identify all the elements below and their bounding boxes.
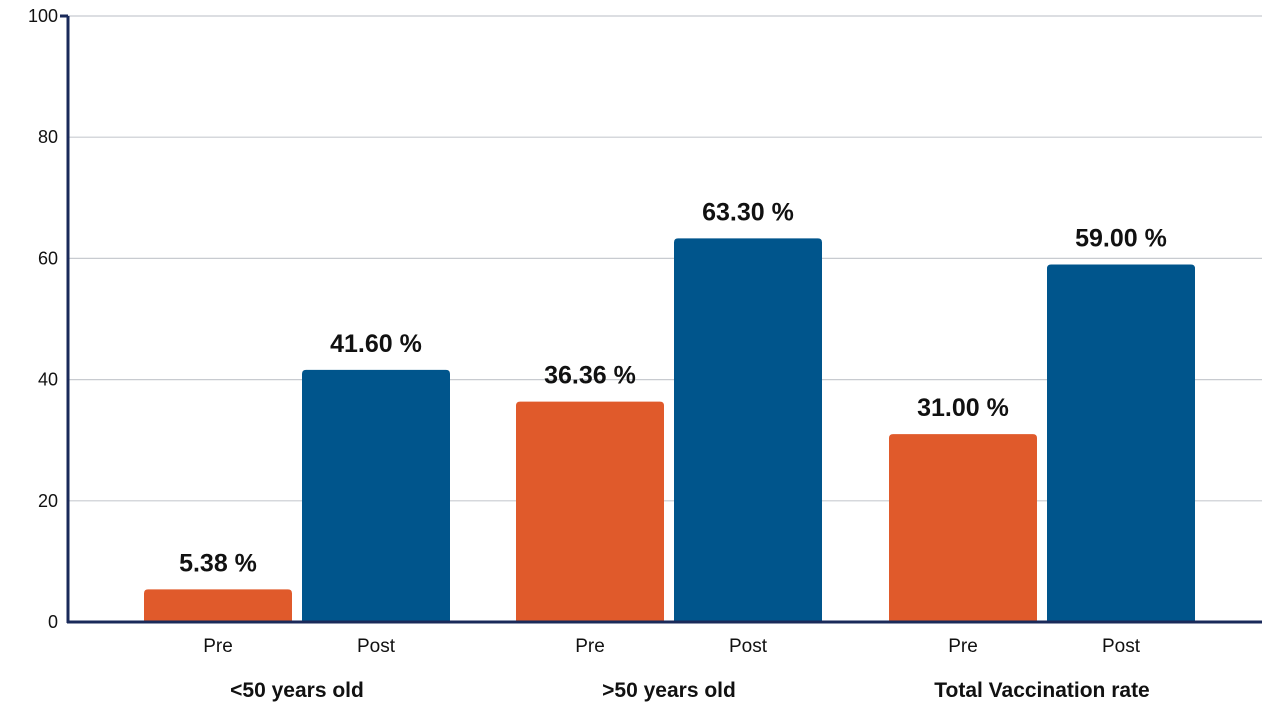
bar-post bbox=[302, 369, 450, 622]
data-label: 5.38 % bbox=[179, 549, 257, 577]
y-tick-label: 0 bbox=[48, 612, 58, 632]
x-tick-label: Post bbox=[729, 636, 768, 657]
bar-post bbox=[674, 238, 822, 623]
x-tick-label: Post bbox=[357, 636, 396, 657]
x-tick-label: Pre bbox=[948, 636, 978, 657]
bar-pre bbox=[516, 401, 664, 622]
x-tick-label: Pre bbox=[575, 636, 605, 657]
bar-pre bbox=[144, 589, 292, 622]
x-tick-label: Post bbox=[1102, 636, 1141, 657]
data-label: 36.36 % bbox=[544, 362, 636, 390]
y-tick-label: 80 bbox=[38, 127, 58, 147]
y-tick-label: 60 bbox=[38, 248, 58, 268]
bar-pre bbox=[889, 434, 1037, 622]
y-tick-label: 20 bbox=[38, 491, 58, 511]
group-label: >50 years old bbox=[602, 679, 736, 702]
y-tick-label: 100 bbox=[28, 6, 58, 26]
group-label: Total Vaccination rate bbox=[934, 679, 1150, 702]
data-label: 63.30 % bbox=[702, 198, 794, 226]
data-label: 31.00 % bbox=[917, 394, 1009, 422]
group-label: <50 years old bbox=[230, 679, 364, 702]
data-label: 41.60 % bbox=[330, 330, 422, 358]
data-label: 59.00 % bbox=[1075, 224, 1167, 252]
bar-post bbox=[1047, 264, 1195, 622]
x-tick-label: Pre bbox=[203, 636, 233, 657]
y-tick-label: 40 bbox=[38, 370, 58, 390]
